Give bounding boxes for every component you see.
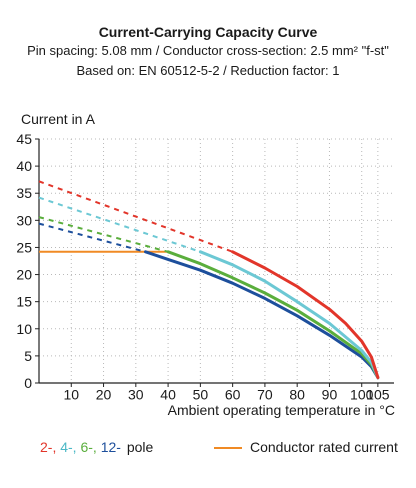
x-tick-label: 40 xyxy=(160,386,176,402)
chart-subtitle-1: Pin spacing: 5.08 mm / Conductor cross-s… xyxy=(27,43,389,58)
y-axis-label: Current in A xyxy=(21,111,95,127)
chart-title: Current-Carrying Capacity Curve xyxy=(98,24,318,40)
y-tick-label: 45 xyxy=(16,131,32,147)
legend-rated-current: Conductor rated current xyxy=(214,439,398,455)
y-tick-label: 25 xyxy=(16,239,32,255)
x-tick-label: 30 xyxy=(128,386,144,402)
series-6-pole-solid xyxy=(166,250,380,380)
series-4-pole-solid xyxy=(198,250,380,380)
series-12-pole-solid xyxy=(144,250,380,380)
y-tick-label: 15 xyxy=(16,294,32,310)
x-tick-label: 80 xyxy=(289,386,305,402)
x-tick-label: 105 xyxy=(366,386,390,402)
chart-subtitle-2: Based on: EN 60512-5-2 / Reduction facto… xyxy=(76,63,340,78)
y-tick-label: 10 xyxy=(16,321,32,337)
series-12-pole-dashed xyxy=(38,222,146,253)
x-tick-label: 10 xyxy=(63,386,79,402)
series-2-pole-solid xyxy=(231,250,380,380)
series-6-pole-dashed xyxy=(38,216,169,253)
x-tick-label: 90 xyxy=(322,386,338,402)
x-tick-label: 50 xyxy=(193,386,209,402)
legend-pole-6: 6-, xyxy=(80,439,97,455)
legend-pole-12: 12- xyxy=(100,439,121,455)
series-4-pole-dashed xyxy=(38,196,201,253)
legend-rated-swatch xyxy=(214,447,242,450)
x-axis-label: Ambient operating temperature in °C xyxy=(167,402,395,418)
legend-pole-suffix: pole xyxy=(126,439,154,455)
y-tick-label: 0 xyxy=(24,375,32,391)
y-tick-label: 35 xyxy=(16,185,32,201)
x-tick-label: 70 xyxy=(257,386,273,402)
legend-poles: 2-, 4-, 6-, 12- pole xyxy=(40,439,153,455)
series-2-pole-dashed xyxy=(38,180,233,253)
y-tick-label: 30 xyxy=(16,212,32,228)
x-tick-label: 100 xyxy=(350,386,374,402)
x-tick-label: 60 xyxy=(225,386,241,402)
legend-pole-4: 4-, xyxy=(60,439,77,455)
y-tick-label: 40 xyxy=(16,158,32,174)
x-tick-label: 20 xyxy=(96,386,112,402)
y-tick-label: 20 xyxy=(16,267,32,283)
legend-pole-2: 2-, xyxy=(40,439,57,455)
y-tick-label: 5 xyxy=(24,348,32,364)
legend-rated-label: Conductor rated current xyxy=(250,439,398,455)
